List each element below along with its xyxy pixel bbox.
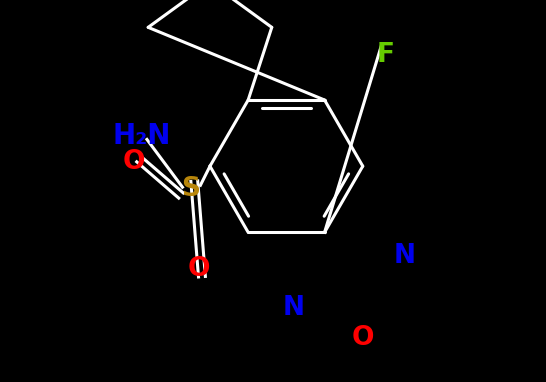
Text: O: O (187, 256, 210, 282)
Text: H₂N: H₂N (112, 121, 171, 150)
Text: O: O (122, 149, 145, 175)
Text: S: S (181, 176, 200, 202)
Text: O: O (352, 325, 374, 351)
Text: N: N (283, 295, 305, 320)
Text: F: F (377, 42, 395, 68)
Text: N: N (394, 243, 416, 269)
